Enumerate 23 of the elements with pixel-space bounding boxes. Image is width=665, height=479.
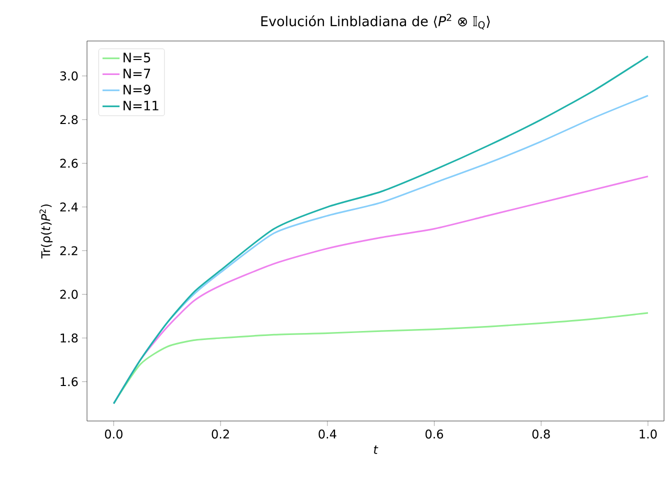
y-axis-title: Tr(ρ(t)P$^{2}$) [39, 204, 53, 259]
y-tick-label: 2.0 [60, 290, 78, 299]
x-tick-label: 0.0 [104, 430, 122, 439]
y-tick-label: 3.0 [60, 71, 78, 80]
line-series [112, 312, 649, 404]
y-tick-label: 2.8 [60, 115, 78, 124]
legend-label: N=9 [124, 84, 150, 95]
line-series [112, 176, 649, 404]
y-tick-label: 2.4 [60, 202, 78, 212]
x-tick-label: 1.0 [640, 430, 657, 439]
x-axis-title: t [374, 445, 378, 454]
y-tick-label: 1.8 [60, 333, 78, 343]
x-tick-label: 0.2 [212, 430, 229, 439]
x-tick-label: 0.4 [318, 430, 336, 439]
x-tick-label: 0.8 [532, 430, 550, 439]
legend-label: N=7 [124, 68, 150, 78]
legend-label: N=11 [124, 100, 158, 110]
y-tick-label: 2.2 [60, 246, 78, 256]
chart-title: Evolución Linbladiana de ⟨P$^{2}$ ⊗ 𝕀$_{Q}$⟩ [261, 14, 490, 30]
legend-label: N=5 [124, 52, 150, 62]
y-tick-label: 2.6 [60, 158, 78, 168]
y-tick-label: 1.6 [60, 377, 78, 386]
x-tick-label: 0.6 [426, 430, 444, 439]
